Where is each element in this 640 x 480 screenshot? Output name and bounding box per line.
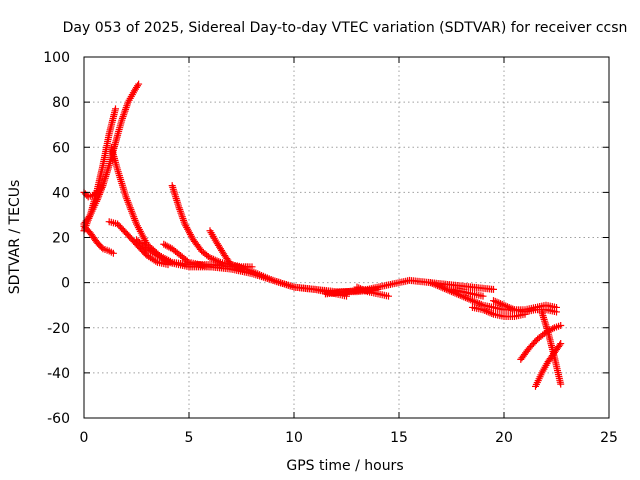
x-axis-title: GPS time / hours [286, 458, 403, 474]
series-arc-17 [469, 303, 529, 320]
y-tick-label: 60 [52, 140, 70, 156]
chart-title: Day 053 of 2025, Sidereal Day-to-day VTE… [63, 20, 628, 36]
series-arc-18 [490, 297, 560, 314]
x-tick-label: 20 [495, 430, 513, 446]
y-tick-label: -60 [47, 411, 70, 427]
x-tick-label: 0 [80, 430, 89, 446]
y-tick-label: 20 [52, 231, 70, 247]
series-arc-16 [448, 285, 487, 300]
data-point-marker [183, 257, 191, 265]
x-tick-label: 5 [185, 430, 194, 446]
x-tick-label: 10 [285, 430, 303, 446]
tick-layer: 0 5 10 15 20 25 -60 -40 -20 0 20 40 60 80 100 [43, 50, 618, 446]
series-arc-4 [80, 222, 117, 257]
y-tick-label: 80 [52, 95, 70, 111]
data-point-marker [112, 105, 119, 113]
series-arc-20 [532, 340, 565, 390]
data-point-marker [557, 321, 565, 329]
data-point-marker [134, 82, 142, 90]
data-point-marker [109, 249, 117, 257]
data-point-marker [490, 285, 497, 293]
series-arc-3 [80, 105, 119, 235]
y-tick-label: 40 [52, 185, 70, 201]
data-point-marker [135, 80, 143, 88]
data-point-marker [557, 380, 565, 388]
data-point-marker [385, 292, 392, 300]
series-arc-14 [353, 283, 392, 300]
series-arc-21 [517, 321, 565, 363]
y-tick-label: -40 [47, 366, 70, 382]
data-point-marker [553, 303, 560, 311]
series-arc-12 [227, 261, 350, 300]
data-point-marker [556, 341, 564, 349]
data-layer [80, 80, 565, 390]
y-axis-title: SDTVAR / TECUs [7, 180, 23, 295]
series-arc-7 [133, 236, 193, 271]
x-tick-label: 15 [390, 430, 408, 446]
y-tick-label: 100 [43, 50, 70, 66]
series-arc-8 [160, 240, 214, 271]
x-tick-label: 25 [600, 430, 618, 446]
data-point-marker [557, 340, 565, 348]
data-point-marker [549, 325, 557, 333]
data-point-marker [479, 292, 487, 300]
y-tick-label: 0 [61, 276, 70, 292]
y-tick-label: -20 [47, 321, 70, 337]
